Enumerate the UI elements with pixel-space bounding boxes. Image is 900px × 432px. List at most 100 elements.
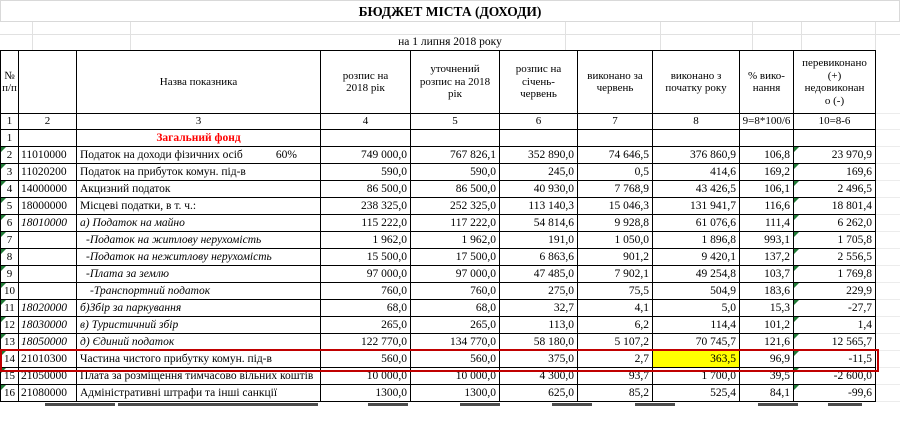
value-cell[interactable]: 93,7 (577, 367, 653, 385)
code-cell[interactable] (18, 248, 77, 266)
code-cell[interactable]: 21010300 (18, 350, 77, 368)
value-cell[interactable]: 75,5 (577, 282, 653, 300)
value-cell[interactable]: 86 500,0 (320, 180, 411, 198)
value-cell[interactable]: 1 700,0 (652, 367, 740, 385)
code-cell[interactable]: 18010000 (18, 214, 77, 232)
value-cell[interactable]: 525,4 (652, 384, 740, 402)
value-cell[interactable]: 2 556,5 (793, 248, 876, 266)
value-cell[interactable]: -99,6 (793, 384, 876, 402)
code-cell[interactable]: 21080000 (18, 384, 77, 402)
value-cell[interactable]: 111,4 (739, 214, 794, 232)
value-cell[interactable]: 1 962,0 (410, 231, 500, 249)
column-header[interactable]: розпис на січень- червень (499, 50, 578, 114)
code-cell[interactable]: 21050000 (18, 367, 77, 385)
row-number-cell[interactable]: 8 (0, 248, 19, 266)
value-cell[interactable]: 96,9 (739, 350, 794, 368)
value-cell[interactable]: 901,2 (577, 248, 653, 266)
value-cell[interactable]: 504,9 (652, 282, 740, 300)
row-number-cell[interactable]: 10 (0, 282, 19, 300)
value-cell[interactable]: 760,0 (410, 282, 500, 300)
value-cell[interactable]: 169,2 (739, 163, 794, 181)
value-cell[interactable]: 70 745,7 (652, 333, 740, 351)
value-cell[interactable]: 61 076,6 (652, 214, 740, 232)
column-header[interactable]: виконано за червень (577, 50, 653, 114)
value-cell[interactable]: 375,0 (499, 350, 578, 368)
value-cell[interactable]: 0,5 (577, 163, 653, 181)
column-header[interactable]: Назва показника (76, 50, 321, 114)
value-cell[interactable]: 245,0 (499, 163, 578, 181)
code-cell[interactable] (18, 282, 77, 300)
value-cell[interactable]: 113,0 (499, 316, 578, 334)
value-cell[interactable]: 4,1 (577, 299, 653, 317)
value-cell[interactable]: 767 826,1 (410, 146, 500, 164)
code-cell[interactable]: 18000000 (18, 197, 77, 215)
value-cell[interactable]: 113 140,3 (499, 197, 578, 215)
code-cell[interactable]: 11020200 (18, 163, 77, 181)
value-cell[interactable]: 7 902,1 (577, 265, 653, 283)
value-cell[interactable]: 560,0 (320, 350, 411, 368)
value-cell[interactable]: 238 325,0 (320, 197, 411, 215)
value-cell[interactable]: 134 770,0 (410, 333, 500, 351)
name-cell[interactable]: Місцеві податки, в т. ч.: (76, 197, 321, 215)
code-cell[interactable]: 11010000 (18, 146, 77, 164)
name-cell[interactable]: Адміністративні штрафи та інші санкції (76, 384, 321, 402)
value-cell[interactable]: 265,0 (410, 316, 500, 334)
value-cell[interactable]: 275,0 (499, 282, 578, 300)
code-cell[interactable]: 18050000 (18, 333, 77, 351)
column-header[interactable]: перевиконано (+) недовиконан о (-) (793, 50, 876, 114)
value-cell[interactable]: 760,0 (320, 282, 411, 300)
name-cell[interactable]: Загальний фонд (76, 129, 321, 147)
name-cell[interactable]: -Плата за землю (76, 265, 321, 283)
value-cell[interactable]: 9 928,8 (577, 214, 653, 232)
value-cell[interactable]: 97 000,0 (410, 265, 500, 283)
value-cell[interactable]: 10 000,0 (410, 367, 500, 385)
value-cell[interactable]: 265,0 (320, 316, 411, 334)
column-number-cell[interactable]: 5 (410, 113, 500, 130)
value-cell[interactable] (320, 129, 411, 147)
value-cell[interactable]: 43 426,5 (652, 180, 740, 198)
name-cell[interactable]: б)Збір за паркування (76, 299, 321, 317)
value-cell[interactable]: -27,7 (793, 299, 876, 317)
value-cell[interactable]: 5,0 (652, 299, 740, 317)
value-cell[interactable]: 137,2 (739, 248, 794, 266)
value-cell[interactable]: 6,2 (577, 316, 653, 334)
name-cell[interactable]: Акцизний податок (76, 180, 321, 198)
value-cell[interactable]: 49 254,8 (652, 265, 740, 283)
column-header[interactable] (18, 50, 77, 114)
value-cell[interactable]: 15,3 (739, 299, 794, 317)
value-cell[interactable]: -2 600,0 (793, 367, 876, 385)
value-cell[interactable]: 86 500,0 (410, 180, 500, 198)
name-cell[interactable]: Податок на прибуток комун. під-в (76, 163, 321, 181)
row-number-cell[interactable]: 3 (0, 163, 19, 181)
value-cell[interactable]: 114,4 (652, 316, 740, 334)
value-cell[interactable] (739, 129, 794, 147)
name-cell[interactable]: в) Туристичний збір (76, 316, 321, 334)
value-cell[interactable]: 1,4 (793, 316, 876, 334)
row-number-cell[interactable]: 7 (0, 231, 19, 249)
code-cell[interactable] (18, 231, 77, 249)
value-cell[interactable]: 414,6 (652, 163, 740, 181)
value-cell[interactable]: 1 769,8 (793, 265, 876, 283)
name-cell[interactable]: -Податок на нежитлову нерухомість (76, 248, 321, 266)
value-cell[interactable]: 68,0 (320, 299, 411, 317)
column-number-cell[interactable]: 8 (652, 113, 740, 130)
column-header[interactable]: виконано з початку року (652, 50, 740, 114)
value-cell[interactable]: 4 300,0 (499, 367, 578, 385)
name-cell[interactable]: Плата за розміщення тимчасово вільних ко… (76, 367, 321, 385)
value-cell[interactable]: 352 890,0 (499, 146, 578, 164)
row-number-cell[interactable]: 14 (0, 350, 19, 368)
column-header[interactable]: розпис на 2018 рік (320, 50, 411, 114)
value-cell[interactable]: 376 860,9 (652, 146, 740, 164)
row-number-cell[interactable]: 5 (0, 197, 19, 215)
value-cell[interactable]: 169,6 (793, 163, 876, 181)
value-cell[interactable]: 12 565,7 (793, 333, 876, 351)
value-cell[interactable]: 252 325,0 (410, 197, 500, 215)
value-cell[interactable]: 10 000,0 (320, 367, 411, 385)
row-number-cell[interactable]: 13 (0, 333, 19, 351)
value-cell[interactable]: 1 705,8 (793, 231, 876, 249)
row-number-cell[interactable]: 15 (0, 367, 19, 385)
value-cell[interactable]: 106,8 (739, 146, 794, 164)
value-cell[interactable]: 54 814,6 (499, 214, 578, 232)
name-cell[interactable]: Податок на доходи фізичних осіб 60% (76, 146, 321, 164)
sheet-title[interactable]: БЮДЖЕТ МІСТА (ДОХОДИ) (0, 0, 900, 22)
